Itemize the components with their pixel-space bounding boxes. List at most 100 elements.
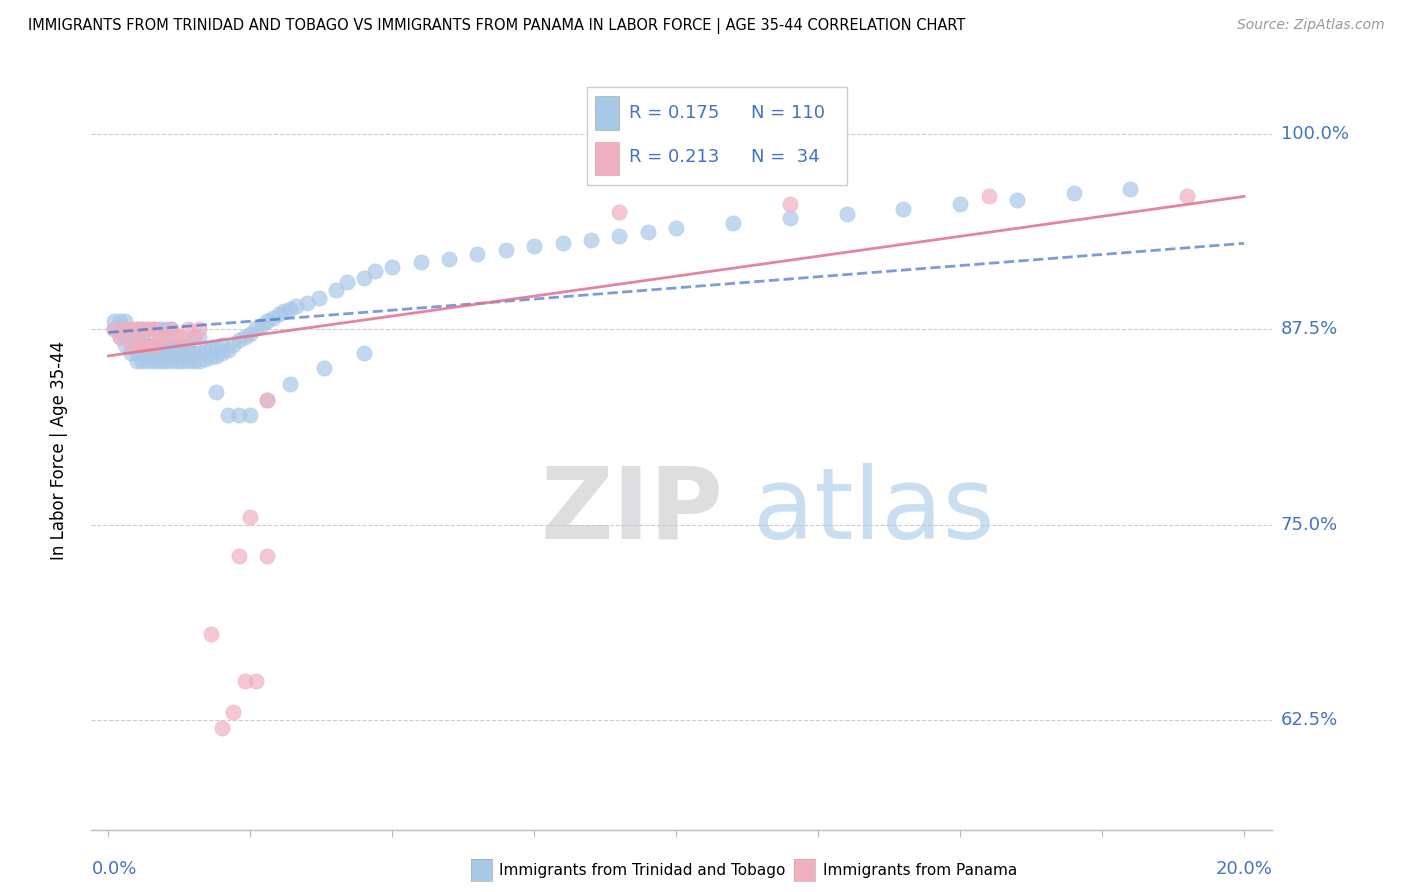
Point: [308, 291, 330, 305]
Point: [353, 345, 375, 359]
Point: [228, 409, 250, 423]
Point: [108, 330, 131, 344]
Point: [256, 392, 278, 407]
Point: [172, 353, 194, 368]
Point: [278, 301, 301, 316]
Point: [136, 353, 159, 368]
Point: [949, 197, 972, 211]
Point: [409, 255, 432, 269]
Point: [194, 351, 217, 366]
Point: [217, 409, 239, 423]
Point: [228, 333, 250, 347]
Point: [437, 252, 460, 266]
Point: [523, 239, 546, 253]
Point: [125, 330, 148, 344]
Point: [779, 197, 801, 211]
Point: [155, 353, 177, 368]
Point: [637, 226, 659, 240]
Point: [172, 345, 194, 359]
Point: [353, 270, 375, 285]
Point: [183, 353, 205, 368]
Point: [166, 330, 188, 344]
Point: [142, 338, 165, 352]
Point: [114, 322, 136, 336]
Text: 100.0%: 100.0%: [1281, 125, 1348, 143]
Point: [125, 322, 148, 336]
Point: [120, 345, 142, 359]
Point: [148, 338, 170, 352]
Point: [114, 338, 136, 352]
Point: [325, 283, 347, 297]
Point: [166, 345, 188, 359]
Point: [200, 627, 222, 641]
Text: 20.0%: 20.0%: [1216, 860, 1272, 878]
Point: [228, 549, 250, 563]
Point: [131, 322, 153, 336]
Point: [136, 345, 159, 359]
Point: [188, 322, 211, 336]
Point: [177, 345, 200, 359]
Point: [172, 330, 194, 344]
Point: [131, 330, 153, 344]
Point: [183, 345, 205, 359]
Point: [205, 339, 228, 353]
Point: [120, 338, 142, 352]
Point: [893, 202, 915, 216]
Point: [256, 392, 278, 407]
Point: [120, 330, 142, 344]
Point: [551, 236, 574, 251]
Text: Source: ZipAtlas.com: Source: ZipAtlas.com: [1237, 18, 1385, 32]
Point: [125, 338, 148, 352]
Point: [205, 384, 228, 399]
Point: [381, 260, 404, 274]
Point: [108, 322, 131, 336]
Text: 0.0%: 0.0%: [91, 860, 136, 878]
Point: [183, 330, 205, 344]
Point: [250, 318, 273, 332]
Point: [155, 338, 177, 352]
Point: [131, 345, 153, 359]
Point: [131, 338, 153, 352]
Point: [245, 674, 267, 689]
Point: [977, 189, 1000, 203]
Point: [142, 322, 165, 336]
Point: [108, 330, 131, 344]
Point: [142, 353, 165, 368]
Point: [114, 322, 136, 336]
Point: [120, 338, 142, 352]
Point: [364, 264, 387, 278]
Point: [314, 361, 336, 376]
Point: [148, 330, 170, 344]
Text: 87.5%: 87.5%: [1281, 320, 1339, 338]
Point: [142, 322, 165, 336]
Point: [131, 353, 153, 368]
Point: [665, 220, 688, 235]
Point: [278, 377, 301, 392]
Point: [1063, 186, 1085, 201]
Point: [222, 338, 245, 352]
Point: [273, 303, 295, 318]
Point: [136, 322, 159, 336]
Text: Immigrants from Panama: Immigrants from Panama: [823, 863, 1017, 878]
Point: [142, 345, 165, 359]
Point: [148, 353, 170, 368]
Point: [579, 233, 602, 247]
Point: [103, 314, 125, 328]
Point: [262, 311, 284, 326]
Point: [295, 295, 318, 310]
Point: [267, 307, 290, 321]
Point: [103, 322, 125, 336]
Point: [1175, 189, 1198, 203]
Point: [1119, 181, 1142, 195]
Point: [217, 343, 239, 357]
Y-axis label: In Labor Force | Age 35-44: In Labor Force | Age 35-44: [51, 341, 69, 560]
Text: IMMIGRANTS FROM TRINIDAD AND TOBAGO VS IMMIGRANTS FROM PANAMA IN LABOR FORCE | A: IMMIGRANTS FROM TRINIDAD AND TOBAGO VS I…: [28, 18, 966, 34]
Point: [155, 322, 177, 336]
Point: [211, 345, 233, 359]
Point: [136, 338, 159, 352]
Point: [200, 341, 222, 355]
Point: [114, 314, 136, 328]
Point: [609, 205, 631, 219]
Point: [609, 228, 631, 243]
Point: [467, 247, 489, 261]
